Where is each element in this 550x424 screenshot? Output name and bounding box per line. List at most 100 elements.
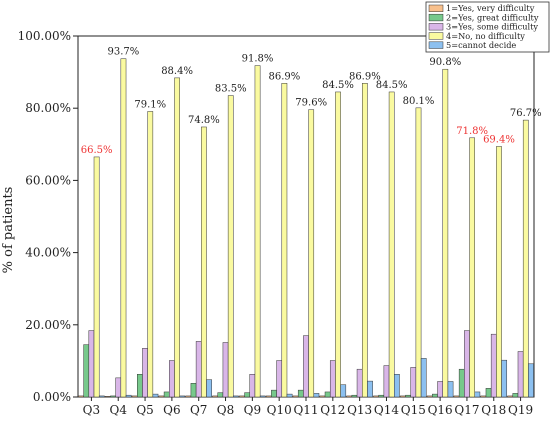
- bar: [464, 330, 470, 398]
- bar: [420, 358, 427, 398]
- bar: [254, 65, 261, 398]
- bar: [528, 363, 534, 398]
- x-tick-label: Q11: [293, 403, 318, 417]
- bar: [104, 396, 111, 398]
- bar: [158, 395, 165, 398]
- bar: [292, 395, 299, 398]
- bar: [227, 95, 234, 398]
- data-label: 79.6%: [295, 98, 327, 109]
- data-label: 74.8%: [188, 115, 220, 126]
- bar: [351, 394, 358, 398]
- bar: [512, 393, 519, 398]
- bar: [152, 393, 159, 398]
- bar: [447, 381, 454, 398]
- bar: [110, 395, 116, 398]
- bar: [329, 360, 336, 398]
- legend-label: 4=No, no difficulty: [446, 31, 525, 41]
- y-tick-label: 100.00%: [18, 29, 71, 43]
- bar: [88, 330, 95, 398]
- x-tick-label: Q13: [347, 403, 372, 417]
- bar: [185, 395, 192, 398]
- bar: [400, 395, 406, 398]
- bar: [490, 333, 497, 398]
- bar: [212, 395, 218, 398]
- bar: [432, 393, 438, 398]
- x-tick-label: Q14: [374, 403, 399, 417]
- legend-swatch: [428, 13, 444, 22]
- bar: [501, 359, 508, 398]
- bar: [217, 392, 224, 398]
- data-label: 90.8%: [429, 57, 461, 68]
- data-label: 76.7%: [510, 108, 542, 119]
- data-label: 86.9%: [268, 71, 300, 82]
- bar: [410, 367, 417, 398]
- x-tick-label: Q8: [217, 403, 234, 417]
- bar: [308, 109, 315, 398]
- bar: [78, 395, 84, 398]
- bar: [340, 384, 347, 398]
- bar: [373, 395, 379, 398]
- bar: [474, 391, 481, 398]
- bar: [98, 395, 105, 398]
- x-tick-label: Q12: [320, 403, 345, 417]
- bar: [137, 374, 143, 398]
- bar: [222, 342, 229, 398]
- data-label: 79.1%: [134, 99, 166, 110]
- bar: [125, 394, 132, 398]
- x-tick-label: Q10: [267, 403, 292, 417]
- bar: [190, 383, 197, 398]
- bar: [179, 395, 186, 398]
- data-label: 86.9%: [349, 71, 381, 82]
- bar: [313, 393, 320, 398]
- bar: [453, 395, 460, 398]
- y-tick-label: 80.00%: [25, 101, 71, 115]
- x-tick-label: Q9: [244, 403, 261, 417]
- bar: [174, 77, 180, 398]
- bar: [378, 394, 385, 398]
- legend-swatch: [428, 4, 444, 12]
- data-label: 84.5%: [376, 80, 408, 91]
- x-tick-label: Q3: [83, 403, 100, 417]
- x-tick-label: Q7: [190, 403, 207, 417]
- y-tick-label: 0.00%: [33, 390, 71, 404]
- bar: [115, 377, 122, 398]
- legend-label: 3=Yes, some difficulty: [446, 22, 538, 32]
- bar: [131, 395, 138, 398]
- x-tick-label: Q18: [481, 403, 506, 417]
- data-label: 80.1%: [403, 96, 435, 107]
- legend-swatch: [428, 32, 444, 40]
- bar: [259, 395, 266, 398]
- bars: [78, 58, 534, 398]
- x-tick-label: Q5: [136, 403, 153, 417]
- bar: [195, 341, 202, 398]
- y-tick-label: 60.00%: [25, 173, 71, 187]
- bar: [265, 395, 272, 398]
- bar: [507, 395, 514, 398]
- axes: 0.00% 20.00% 40.00% 60.00% 80.00% 100.00% Q3 Q4…: [18, 29, 535, 417]
- bar: [426, 395, 433, 398]
- bar: [469, 137, 475, 398]
- legend-label: 2=Yes, great difficulty: [446, 12, 539, 22]
- data-label: 69.4%: [483, 134, 515, 145]
- data-label: 93.7%: [108, 47, 140, 58]
- bar: [346, 395, 353, 398]
- bar: [281, 83, 288, 398]
- y-tick-label: 20.00%: [25, 318, 71, 332]
- bar: [405, 394, 411, 398]
- bar: [83, 344, 90, 398]
- x-tick-label: Q19: [508, 403, 533, 417]
- bar: [142, 348, 148, 398]
- legend-label: 5=cannot decide: [446, 40, 516, 50]
- bar: [485, 388, 492, 398]
- bar: [517, 351, 524, 398]
- bar: [361, 83, 368, 398]
- bar: [442, 68, 449, 398]
- bar: [93, 156, 100, 398]
- data-label: 66.5%: [81, 145, 113, 156]
- bar: [201, 126, 207, 398]
- bar: [383, 365, 390, 398]
- bar: [244, 392, 251, 398]
- x-tick-label: Q4: [109, 403, 127, 417]
